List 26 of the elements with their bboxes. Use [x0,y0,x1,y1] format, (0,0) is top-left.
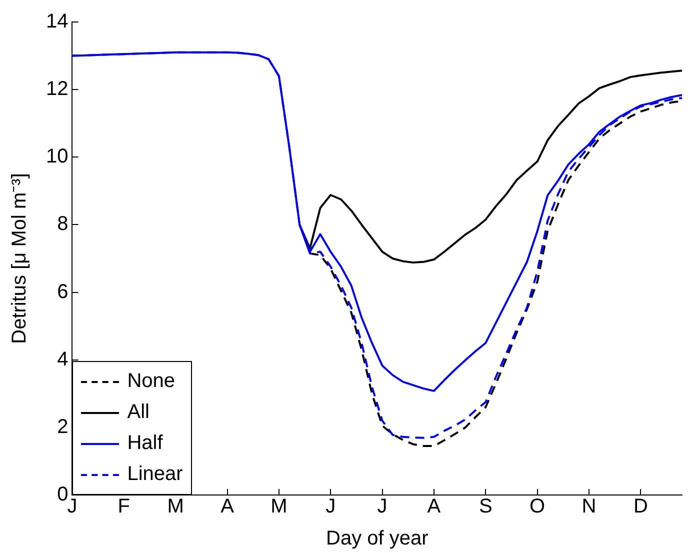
x-tick-label: N [582,496,596,518]
y-tick-label: 6 [57,280,68,303]
x-tick-label: S [478,496,492,518]
x-tick-label: J [67,496,78,518]
y-tick-label: 12 [46,78,68,100]
y-tick-label: 8 [57,213,68,236]
x-tick-label: J [326,496,336,518]
x-tick-label: O [530,496,546,518]
x-tick-label: F [118,496,130,518]
x-tick-label: M [167,496,184,518]
legend-label: None [127,370,176,393]
y-tick-label: 10 [46,146,68,168]
legend-label: All [127,401,150,424]
legend-label: Half [127,432,163,455]
x-tick-label: A [427,496,442,518]
y-tick-label: 4 [57,348,68,370]
x-tick-label: J [377,496,388,518]
x-axis-title: Day of year [326,528,429,550]
x-tick-label: M [270,496,288,518]
legend-label: Linear [127,463,183,486]
y-axis-title: Detritus [μ Mol m⁻³] [8,173,31,344]
y-tick-label: 0 [57,484,68,506]
x-tick-label: D [633,496,648,518]
y-tick-label: 14 [46,10,68,33]
y-tick-label: 2 [57,416,68,438]
x-tick-label: A [220,496,235,518]
